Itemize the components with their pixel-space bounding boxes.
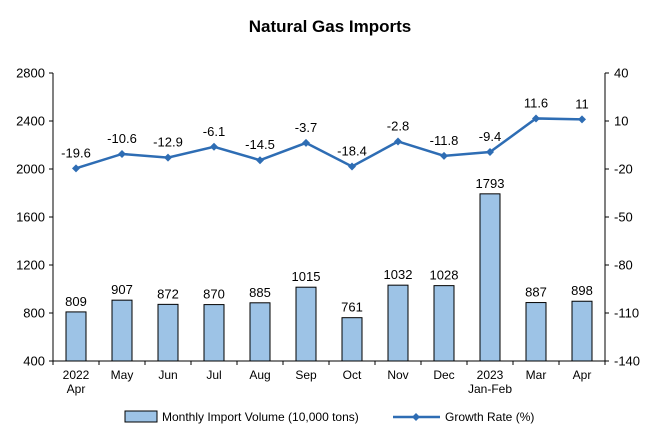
x-tick-label: Mar (526, 368, 547, 382)
x-tick-label: 2022 (63, 368, 90, 382)
line-point (210, 142, 218, 151)
bars-group: 809 907 872 870 885 1015 761 1032 1028 1793 887 898 (65, 176, 593, 362)
bar (571, 300, 593, 362)
x-tick-label: Sep (295, 368, 317, 382)
legend-line-label: Growth Rate (%) (445, 410, 534, 424)
line-data-label: -19.6 (61, 145, 91, 160)
bar (295, 286, 317, 362)
y-left-tick-label: 800 (23, 306, 45, 321)
y-right-tick-label: -50 (614, 210, 633, 225)
line-point (440, 151, 448, 160)
bar (387, 284, 409, 362)
line-data-label: -14.5 (245, 137, 275, 152)
bar-data-label: 872 (157, 286, 179, 301)
y-left-tick-label: 1600 (16, 210, 45, 225)
legend-line-marker (412, 413, 420, 421)
line-data-label: 11.6 (524, 95, 548, 110)
line-point (348, 162, 356, 171)
y-left-tick-label: 400 (23, 354, 45, 369)
y-right-tick-label: 40 (614, 66, 628, 81)
x-tick-label: 2023 (477, 368, 504, 382)
y-left-tick-label: 2400 (16, 114, 45, 129)
line-point (532, 114, 540, 123)
x-tick-label: Jan-Feb (468, 382, 512, 396)
line-point (486, 148, 494, 157)
line-point (164, 153, 172, 162)
growth-rate-line (75, 117, 583, 170)
line-data-label: 11 (575, 96, 589, 111)
y-left-tick-label: 1200 (16, 258, 45, 273)
line-point (578, 115, 586, 124)
bar-data-label: 1028 (430, 268, 459, 283)
y-left-tick-label: 2000 (16, 162, 45, 177)
line-point (72, 164, 80, 173)
y-right-tick-label: -110 (614, 306, 639, 321)
y-right-tick-label: -80 (614, 258, 633, 273)
line-group: -19.6 -10.6 -12.9 -6.1 -14.5 -3.7 -18.4 -2.8 -11… (61, 95, 589, 173)
y-right-tick-label: -20 (614, 162, 633, 177)
x-tick-label: Jul (206, 368, 221, 382)
bar-data-label: 1015 (292, 269, 321, 284)
y-right-tick-label: -140 (614, 354, 640, 369)
bar-data-label: 870 (203, 287, 225, 302)
bar (65, 311, 87, 362)
bar (249, 302, 271, 362)
line-data-label: -10.6 (107, 131, 137, 146)
line-point (256, 156, 264, 165)
bar-data-label: 1793 (476, 176, 505, 191)
chart-title: Natural Gas Imports (249, 17, 412, 36)
bar-data-label: 1032 (384, 267, 413, 282)
bar-data-label: 887 (525, 285, 547, 300)
line-data-label: -6.1 (203, 124, 225, 139)
x-tick-label: Apr (67, 382, 86, 396)
y-right-tick-label: 10 (614, 114, 628, 129)
bar (479, 193, 501, 362)
axes: 400 800 1200 1600 2000 2400 2800 -140 -110 -80 -50… (16, 66, 640, 397)
line-data-label: -12.9 (153, 135, 183, 150)
bar (111, 299, 133, 362)
line-data-label: -9.4 (479, 129, 501, 144)
line-point (118, 149, 126, 158)
bar-data-label: 898 (571, 283, 593, 298)
bar-data-label: 885 (249, 285, 271, 300)
line-data-label: -11.8 (430, 133, 459, 148)
line-point (394, 137, 402, 146)
legend: Monthly Import Volume (10,000 tons) Growt… (124, 410, 534, 424)
legend-bar-label: Monthly Import Volume (10,000 tons) (162, 410, 359, 424)
legend-bar-swatch (124, 410, 158, 423)
x-tick-label: May (111, 368, 134, 382)
bar-data-label: 907 (111, 282, 133, 297)
bar (341, 317, 363, 362)
bar (157, 303, 179, 362)
line-point (302, 138, 310, 147)
x-tick-label: Oct (343, 368, 362, 382)
line-data-label: -3.7 (295, 120, 317, 135)
line-data-label: -2.8 (387, 118, 409, 133)
bar (203, 304, 225, 362)
bar (433, 285, 455, 362)
line-data-label: -18.4 (337, 143, 367, 158)
bar-data-label: 809 (65, 294, 87, 309)
x-tick-label: Apr (573, 368, 592, 382)
x-tick-label: Jun (158, 368, 177, 382)
x-tick-label: Nov (387, 368, 408, 382)
x-tick-label: Aug (249, 368, 270, 382)
bar (525, 302, 547, 362)
y-left-tick-label: 2800 (16, 66, 45, 81)
x-tick-label: Dec (433, 368, 454, 382)
bar-data-label: 761 (341, 300, 363, 315)
